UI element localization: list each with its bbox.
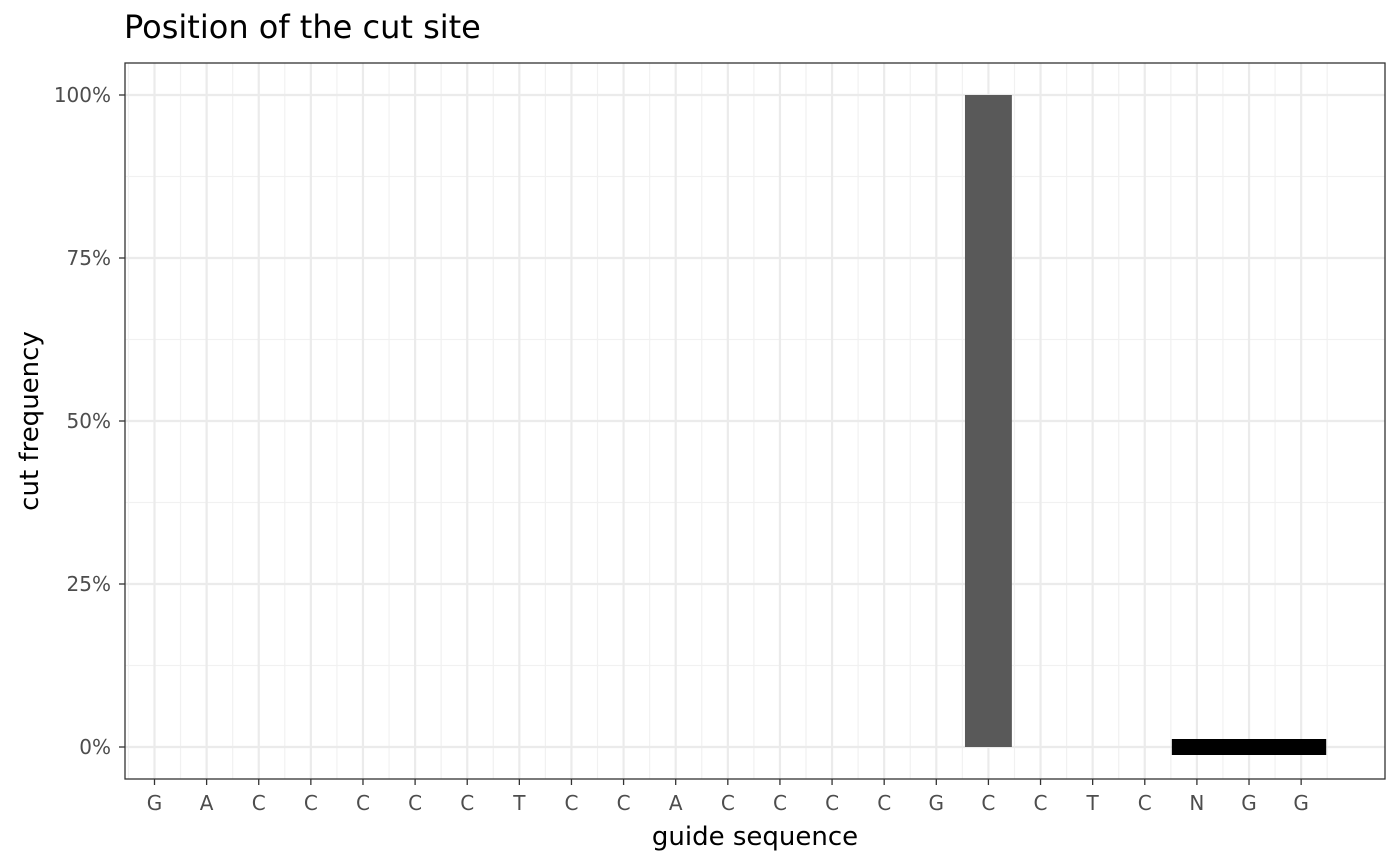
y-tick-label: 0% bbox=[79, 735, 111, 759]
x-tick-label: G bbox=[929, 791, 945, 815]
x-tick-label: C bbox=[617, 791, 631, 815]
x-tick-label: C bbox=[721, 791, 735, 815]
x-tick-label: C bbox=[877, 791, 891, 815]
x-tick-label: C bbox=[564, 791, 578, 815]
x-tick-label: C bbox=[825, 791, 839, 815]
x-tick-label: A bbox=[200, 791, 214, 815]
x-tick-label: C bbox=[304, 791, 318, 815]
y-tick-label: 50% bbox=[67, 409, 111, 433]
x-tick-label: N bbox=[1189, 791, 1204, 815]
x-axis-label: guide sequence bbox=[652, 822, 858, 852]
x-tick-label: G bbox=[1293, 791, 1309, 815]
x-tick-label: G bbox=[147, 791, 163, 815]
pam-marker bbox=[1171, 739, 1327, 755]
x-tick-label: G bbox=[1241, 791, 1257, 815]
x-tick-label: C bbox=[408, 791, 422, 815]
x-tick-label: A bbox=[669, 791, 683, 815]
y-axis-label: cut frequency bbox=[15, 331, 45, 511]
x-tick-label: C bbox=[981, 791, 995, 815]
y-tick-label: 75% bbox=[67, 246, 111, 270]
x-tick-label: C bbox=[773, 791, 787, 815]
y-tick-label: 100% bbox=[54, 83, 111, 107]
chart-title: Position of the cut site bbox=[124, 8, 481, 46]
y-tick-label: 25% bbox=[67, 572, 111, 596]
x-tick-label: T bbox=[1086, 791, 1100, 815]
x-tick-label: T bbox=[512, 791, 526, 815]
bar-c-17 bbox=[964, 95, 1012, 747]
x-tick-label: C bbox=[1034, 791, 1048, 815]
x-tick-label: C bbox=[1138, 791, 1152, 815]
x-tick-label: C bbox=[356, 791, 370, 815]
x-tick-label: C bbox=[460, 791, 474, 815]
x-tick-label: C bbox=[252, 791, 266, 815]
